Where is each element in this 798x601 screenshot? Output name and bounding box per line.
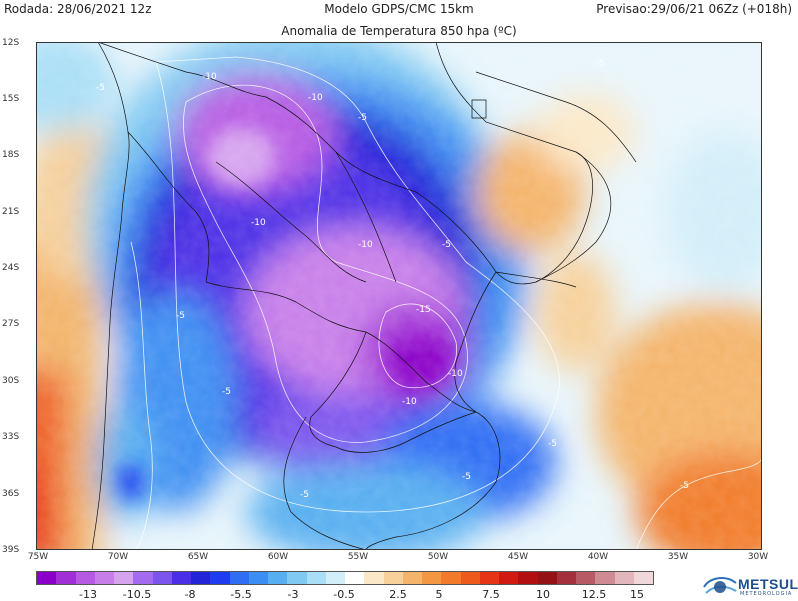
contour-label: -5 xyxy=(176,311,185,321)
contour-label: -5 xyxy=(462,472,471,482)
lon-label: 50W xyxy=(427,552,449,562)
contour-label: -5 xyxy=(680,481,689,491)
colorbar-swatch xyxy=(556,572,576,584)
contour-label: -10 xyxy=(251,218,266,228)
colorbar-tick: 12.5 xyxy=(581,588,607,601)
lon-label: 65W xyxy=(187,552,209,562)
colorbar-swatch xyxy=(94,572,114,584)
colorbar-swatch xyxy=(191,572,211,584)
lon-label: 55W xyxy=(347,552,369,562)
lat-label: 30S xyxy=(2,376,20,386)
contour-label: -10 xyxy=(402,397,417,407)
colorbar-tick: 10 xyxy=(536,588,550,601)
contour-label: -15 xyxy=(416,305,431,315)
contour-label: -5 xyxy=(548,439,557,449)
contour-label: -5 xyxy=(358,113,367,123)
colorbar-swatch xyxy=(383,572,403,584)
isotherm-contours xyxy=(130,56,762,550)
colorbar-swatch xyxy=(287,572,307,584)
country-borders xyxy=(91,42,637,550)
colorbar-tick: -8 xyxy=(184,588,196,601)
lon-label: 40W xyxy=(587,552,609,562)
colorbar-swatch xyxy=(306,572,326,584)
run-date: Rodada: 28/06/2021 12z xyxy=(4,2,152,16)
colorbar-swatch xyxy=(248,572,268,584)
contour-label: -10 xyxy=(448,369,463,379)
lon-label: 45W xyxy=(507,552,529,562)
lat-label: 21S xyxy=(2,207,20,217)
colorbar-swatch xyxy=(171,572,191,584)
colorbar-swatch xyxy=(114,572,134,584)
logo-subtitle: METEOROLOGIA xyxy=(740,591,793,597)
colorbar-swatch xyxy=(152,572,172,584)
colorbar-swatch xyxy=(422,572,442,584)
colorbar-tick: -13 xyxy=(79,588,97,601)
contour-label: -5 xyxy=(442,240,451,250)
lat-label: 27S xyxy=(2,319,20,329)
metsul-logo xyxy=(703,577,737,594)
colorbar-swatch xyxy=(595,572,615,584)
contour-label: -10 xyxy=(202,72,217,82)
colorbar-swatch xyxy=(537,572,557,584)
colorbar-swatch xyxy=(229,572,249,584)
lat-label: 15S xyxy=(2,94,20,104)
colorbar-tick: 5 xyxy=(435,588,443,601)
contour-label: -5 xyxy=(596,59,605,69)
logo-name: METSUL xyxy=(738,576,798,592)
map-title: Anomalia de Temperatura 850 hpa (ºC) xyxy=(281,24,517,38)
map-frame xyxy=(36,42,762,550)
lat-label: 18S xyxy=(2,150,20,160)
colorbar-tick: 15 xyxy=(630,588,644,601)
model-name: Modelo GDPS/CMC 15km xyxy=(324,2,474,16)
temperature-anomaly-map: -10 -5 -10 -5 -10 -10 -5 -15 -10 -5 -10 … xyxy=(36,42,762,550)
colorbar-swatch xyxy=(325,572,345,584)
lon-label: 30W xyxy=(747,552,769,562)
colorbar-swatch xyxy=(210,572,230,584)
colorbar-tick: -0.5 xyxy=(333,588,355,601)
lon-label: 70W xyxy=(107,552,129,562)
colorbar-swatch xyxy=(37,572,57,584)
lon-label: 60W xyxy=(267,552,289,562)
contour-label: -10 xyxy=(358,240,373,250)
colorbar-swatch xyxy=(576,572,596,584)
colorbar-swatch xyxy=(499,572,519,584)
colorbar-swatch xyxy=(345,572,365,584)
colorbar-swatch xyxy=(268,572,288,584)
colorbar-swatch xyxy=(460,572,480,584)
colorbar-swatch xyxy=(364,572,384,584)
colorbar-swatch xyxy=(75,572,95,584)
colorbar xyxy=(36,571,654,585)
colorbar-tick: 2.5 xyxy=(389,588,407,601)
lat-label: 33S xyxy=(2,432,20,442)
contour-label: -5 xyxy=(300,490,309,500)
colorbar-swatch xyxy=(441,572,461,584)
lat-label: 36S xyxy=(2,489,20,499)
colorbar-swatch xyxy=(56,572,76,584)
lon-label: 35W xyxy=(667,552,689,562)
lat-label: 39S xyxy=(2,545,20,555)
colorbar-tick: -3 xyxy=(287,588,299,601)
colorbar-swatch xyxy=(614,572,634,584)
colorbar-swatch xyxy=(402,572,422,584)
lat-label: 12S xyxy=(2,38,20,48)
contour-label: -5 xyxy=(96,83,105,93)
lon-label: 75W xyxy=(27,552,49,562)
map-svg: -10 -5 -10 -5 -10 -10 -5 -15 -10 -5 -10 … xyxy=(36,42,762,550)
forecast-time: Previsao:29/06/21 06Zz (+018h) xyxy=(596,2,792,16)
colorbar-swatch xyxy=(633,572,653,584)
contour-labels: -10 -5 -10 -5 -10 -10 -5 -15 -10 -5 -10 … xyxy=(96,59,689,500)
colorbar-swatch xyxy=(518,572,538,584)
colorbar-tick: 7.5 xyxy=(482,588,500,601)
contour-label: -10 xyxy=(308,93,323,103)
colorbar-tick: -5.5 xyxy=(230,588,252,601)
colorbar-swatch xyxy=(133,572,153,584)
colorbar-swatch xyxy=(479,572,499,584)
contour-label: -5 xyxy=(222,387,231,397)
lat-label: 24S xyxy=(2,263,20,273)
colorbar-tick: -10.5 xyxy=(122,588,152,601)
